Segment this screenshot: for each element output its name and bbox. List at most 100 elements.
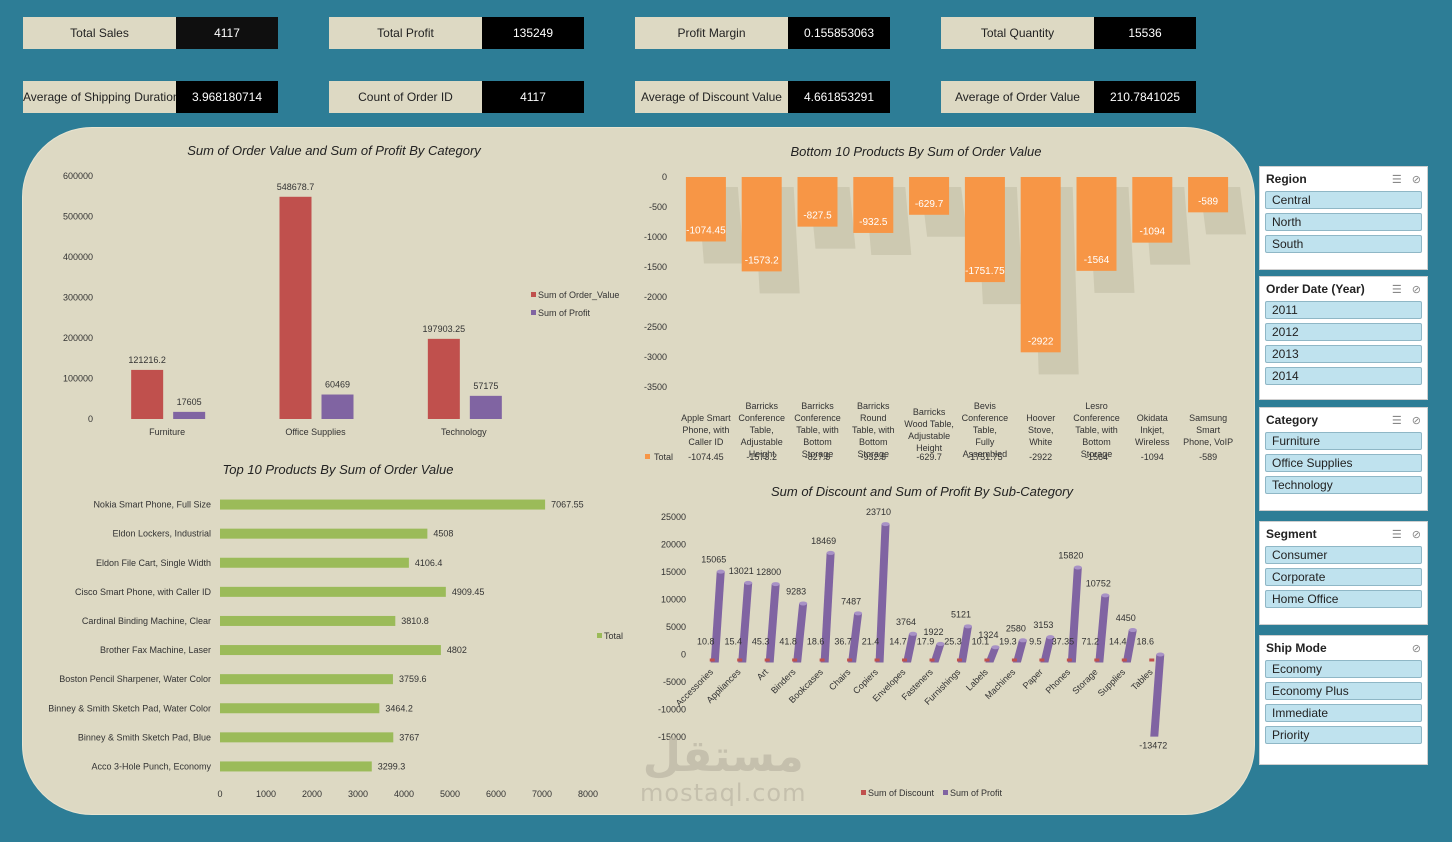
slicer-item[interactable]: Consumer: [1265, 546, 1422, 564]
chart3-data-label: 3464.2: [385, 703, 413, 713]
clear-filter-icon[interactable]: ⊘: [1411, 528, 1421, 541]
clear-filter-icon[interactable]: ⊘: [1411, 414, 1421, 427]
chart4-profit-bar: [1122, 630, 1137, 663]
slicer-item[interactable]: Economy: [1265, 660, 1422, 678]
chart1-title: Sum of Order Value and Sum of Profit By …: [187, 143, 482, 158]
kpi-value: 4117: [482, 81, 584, 113]
chart2-title: Bottom 10 Products By Sum of Order Value: [791, 144, 1042, 159]
chart4-legend-label: Sum of Profit: [950, 788, 1003, 798]
chart2-category-label: Caller ID: [688, 437, 724, 447]
chart4-discount-bar: [984, 658, 990, 662]
chart4-profit-bar-cap: [963, 624, 972, 629]
chart2-data-label: -932.5: [859, 217, 888, 228]
slicer-item[interactable]: Economy Plus: [1265, 682, 1422, 700]
slicer-item[interactable]: North: [1265, 213, 1422, 231]
chart4-discount-bar: [764, 658, 770, 662]
multi-select-icon[interactable]: ☰: [1391, 414, 1402, 427]
chart4-profit-bar: [793, 603, 808, 663]
clear-filter-icon[interactable]: ⊘: [1411, 642, 1421, 655]
slicer-item[interactable]: 2013: [1265, 345, 1422, 363]
slicer-item[interactable]: 2014: [1265, 367, 1422, 385]
chart4-category-label: Tables: [1129, 666, 1155, 692]
kpi-avg-discount-value: Average of Discount Value 4.661853291: [635, 81, 890, 113]
chart4-profit-bar-cap: [826, 550, 835, 555]
chart4-category-label: Chairs: [827, 666, 853, 692]
chart2-bar: [797, 177, 838, 227]
chart3-bar: [220, 761, 372, 772]
chart4-discount-label: 17.9: [917, 637, 935, 647]
kpi-total-quantity: Total Quantity 15536: [941, 17, 1196, 49]
chart2-category-label: Storage: [1081, 449, 1113, 459]
chart4-profit-label: 10752: [1086, 578, 1111, 588]
slicer-item[interactable]: 2012: [1265, 323, 1422, 341]
clear-filter-icon[interactable]: ⊘: [1411, 283, 1421, 296]
chart4-discount-label: 14.4: [1109, 637, 1127, 647]
slicer-item[interactable]: Immediate: [1265, 704, 1422, 722]
chart3-category-label: Binney & Smith Sketch Pad, Blue: [78, 732, 211, 742]
chart2-data-label: -629.7: [915, 199, 944, 210]
chart4-profit-label: 1922: [923, 627, 943, 637]
chart2-y-tick: -1000: [644, 232, 667, 242]
chart3-data-label: 3767: [399, 732, 419, 742]
chart2-bar: [909, 177, 950, 215]
chart4-profit-bar: [1067, 567, 1082, 663]
clear-filter-icon[interactable]: ⊘: [1411, 173, 1421, 186]
chart1-data-label: 548678.7: [277, 182, 315, 192]
slicer-category: Category ☰ ⊘ Furniture Office Supplies Tec…: [1259, 407, 1428, 511]
chart4-profit-bar-cap: [909, 631, 918, 636]
chart2-category-label: Conference: [794, 413, 841, 423]
multi-select-icon[interactable]: ☰: [1391, 283, 1402, 296]
kpi-label: Count of Order ID: [329, 81, 482, 113]
chart2-category-label: Bottom: [1082, 437, 1111, 447]
slicer-item[interactable]: Technology: [1265, 476, 1422, 494]
chart2-category-label: Height: [916, 443, 943, 453]
chart3-category-label: Eldon File Cart, Single Width: [96, 558, 211, 568]
slicer-order-year: Order Date (Year) ☰ ⊘ 2011 2012 2013 2014: [1259, 276, 1428, 400]
chart2-category-label: Table,: [750, 425, 774, 435]
chart4-profit-bar-cap: [1128, 628, 1137, 633]
chart4-profit-label: 9283: [786, 586, 806, 596]
chart3-category-label: Acco 3-Hole Punch, Economy: [91, 761, 211, 771]
slicer-item[interactable]: Priority: [1265, 726, 1422, 744]
chart4-profit-bar: [710, 571, 725, 663]
multi-select-icon[interactable]: ☰: [1391, 173, 1402, 186]
chart3-bar: [220, 674, 393, 685]
chart2-category-label: Barricks: [857, 401, 890, 411]
chart2-category-label: Round: [860, 413, 887, 423]
chart4-profit-label: 2580: [1006, 623, 1026, 633]
slicer-item[interactable]: Corporate: [1265, 568, 1422, 586]
chart2-category-label: Bottom: [859, 437, 888, 447]
slicer-item[interactable]: Furniture: [1265, 432, 1422, 450]
chart3-data-label: 4106.4: [415, 558, 443, 568]
slicer-item[interactable]: Home Office: [1265, 590, 1422, 608]
chart4-profit-bar: [820, 552, 835, 663]
chart4-profit-label: 1324: [978, 630, 998, 640]
chart4-profit-bar-cap: [771, 582, 780, 587]
chart4-discount-label: 25.3: [944, 637, 962, 647]
chart3-data-label: 3759.6: [399, 674, 427, 684]
kpi-value: 0.155853063: [788, 17, 890, 49]
slicer-item[interactable]: 2011: [1265, 301, 1422, 319]
slicer-item[interactable]: Office Supplies: [1265, 454, 1422, 472]
chart2-legend-swatch: [645, 454, 650, 459]
chart2-category-label: Lesro: [1085, 401, 1108, 411]
chart4-profit-bar: [848, 613, 863, 663]
chart3-x-tick: 2000: [302, 789, 322, 799]
chart2-table-value: -1573.2: [746, 452, 777, 462]
kpi-label: Average of Order Value: [941, 81, 1094, 113]
chart1-bar: [321, 394, 354, 419]
chart2-bar: [1132, 177, 1173, 243]
chart4-discount-bar: [792, 658, 798, 662]
chart4-profit-bar: [1040, 637, 1055, 663]
chart2-bar: [741, 177, 782, 272]
chart4-legend-swatch: [861, 790, 866, 795]
kpi-avg-shipping-duration: Average of Shipping Duration 3.968180714: [23, 81, 278, 113]
slicer-item[interactable]: Central: [1265, 191, 1422, 209]
multi-select-icon[interactable]: ☰: [1391, 528, 1402, 541]
chart2-bar: [1188, 177, 1229, 213]
chart3-x-tick: 1000: [256, 789, 276, 799]
chart2-data-label: -1074.45: [686, 225, 726, 236]
chart1-y-tick: 400000: [63, 252, 93, 262]
chart3-data-label: 4802: [447, 645, 467, 655]
slicer-item[interactable]: South: [1265, 235, 1422, 253]
